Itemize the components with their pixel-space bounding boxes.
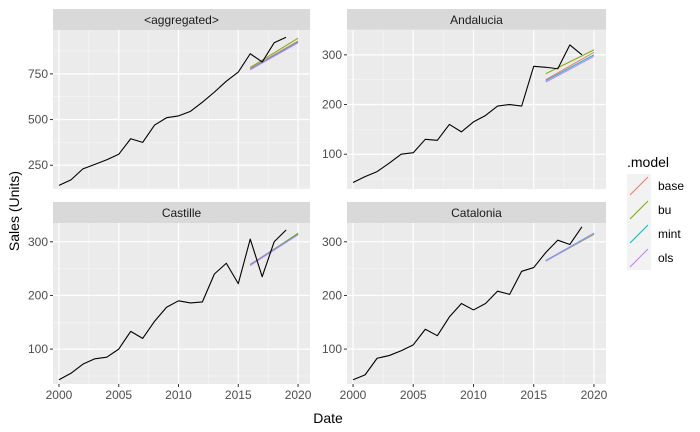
legend: .model base bu mint ols (627, 154, 684, 270)
y-tick-label: 200 (322, 98, 342, 112)
facet-strip-label: Catalonia (451, 206, 502, 220)
panel-2: Castille 100 200 300 2000 2005 2010 2015 2020 (28, 202, 312, 402)
legend-label-bu: bu (658, 203, 671, 217)
facet-strip-label: <aggregated> (144, 13, 219, 27)
forecast-line-mint (249, 41, 299, 70)
x-tick-label: 2020 (285, 388, 312, 402)
x-tick-label: 2015 (225, 388, 252, 402)
panel-1: Andalucia 100 200 300 (322, 9, 606, 189)
x-axis-title: Date (313, 410, 343, 426)
actual-series-line (58, 229, 287, 381)
forecast-line-ols (249, 234, 299, 266)
legend-swatch-bu (629, 200, 649, 220)
facet-strip-label: Castille (162, 206, 202, 220)
forecast-line-mint (545, 54, 595, 82)
panel-0: <aggregated> 250 500 750 (28, 9, 310, 189)
forecast-line-base (545, 51, 595, 81)
legend-swatch-base (629, 176, 649, 196)
y-tick-label: 500 (28, 113, 48, 127)
legend-title: .model (627, 154, 669, 170)
legend-label-base: base (658, 179, 684, 193)
x-tick-label: 2005 (400, 388, 427, 402)
x-tick-label: 2015 (520, 388, 547, 402)
y-tick-label: 100 (28, 342, 48, 356)
y-tick-label: 100 (322, 342, 342, 356)
legend-label-ols: ols (658, 251, 673, 265)
y-tick-label: 300 (322, 235, 342, 249)
forecast-line-ols (545, 55, 595, 83)
y-tick-label: 200 (322, 288, 342, 302)
actual-series-line (58, 36, 287, 186)
y-tick-label: 300 (28, 235, 48, 249)
x-tick-label: 2000 (46, 388, 73, 402)
y-tick-label: 100 (322, 147, 342, 161)
y-tick-label: 200 (28, 288, 48, 302)
panel-background (347, 223, 606, 384)
forecast-line-bu (545, 49, 595, 75)
facet-strip (347, 9, 606, 30)
x-tick-label: 2005 (105, 388, 132, 402)
y-tick-label: 750 (28, 67, 48, 81)
x-tick-label: 2020 (581, 388, 608, 402)
x-tick-label: 2010 (165, 388, 192, 402)
forecast-line-bu (249, 37, 299, 68)
y-tick-label: 250 (28, 158, 48, 172)
panel-background (53, 30, 310, 189)
panels-group: <aggregated>250500750Andalucia100200300C… (28, 9, 608, 402)
forecast-line-base (249, 40, 299, 69)
y-tick-label: 300 (322, 48, 342, 62)
panel-background (53, 223, 310, 384)
actual-series-line (352, 226, 583, 381)
facet-strip (347, 202, 606, 223)
facet-strip (53, 9, 310, 30)
forecast-line-ols (545, 233, 595, 262)
forecast-line-ols (249, 42, 299, 71)
legend-label-mint: mint (658, 227, 681, 241)
legend-swatch-mint (629, 224, 649, 244)
panel-3: Catalonia 100 200 300 2000 2005 2010 2015 2020 (322, 202, 608, 402)
facet-strip (53, 202, 310, 223)
facet-strip-label: Andalucia (450, 13, 503, 27)
x-tick-label: 2000 (340, 388, 367, 402)
legend-swatch-ols (629, 248, 649, 268)
actual-series-line (352, 44, 583, 184)
x-tick-label: 2010 (460, 388, 487, 402)
y-axis-title: Sales (Units) (6, 171, 22, 251)
